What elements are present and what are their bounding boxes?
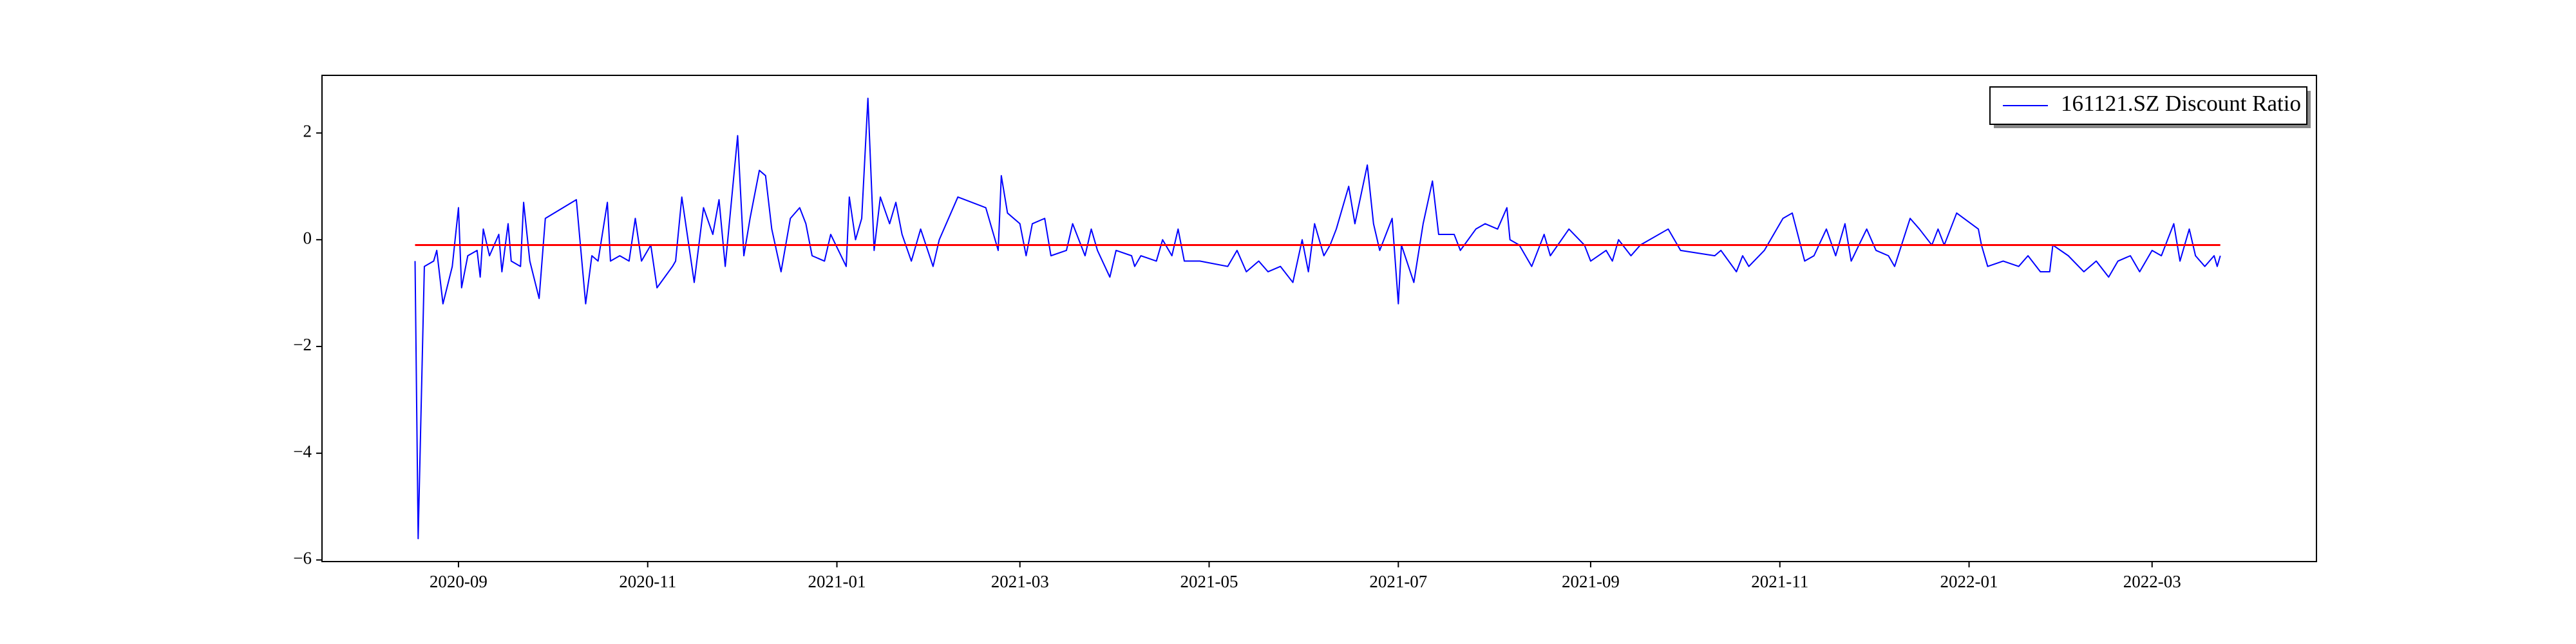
y-tick-label: −2 — [293, 335, 312, 354]
y-tick-label: 0 — [303, 228, 312, 247]
x-tick-label: 2020-09 — [430, 572, 488, 591]
x-tick-label: 2021-11 — [1751, 572, 1808, 591]
legend-label: 161121.SZ Discount Ratio — [2061, 91, 2301, 116]
x-tick-label: 2021-07 — [1369, 572, 1427, 591]
y-tick-label: −4 — [293, 442, 312, 461]
x-tick-label: 2021-01 — [808, 572, 866, 591]
x-tick-label: 2021-09 — [1562, 572, 1620, 591]
x-tick-label: 2020-11 — [619, 572, 676, 591]
y-tick-label: −6 — [293, 549, 312, 568]
y-tick-label: 2 — [303, 122, 312, 141]
x-tick-label: 2021-03 — [991, 572, 1049, 591]
x-tick-label: 2022-03 — [2123, 572, 2181, 591]
x-tick-label: 2021-05 — [1180, 572, 1238, 591]
data-line — [414, 97, 2221, 540]
x-tick-label: 2022-01 — [1940, 572, 1998, 591]
plot-frame — [321, 75, 2317, 562]
